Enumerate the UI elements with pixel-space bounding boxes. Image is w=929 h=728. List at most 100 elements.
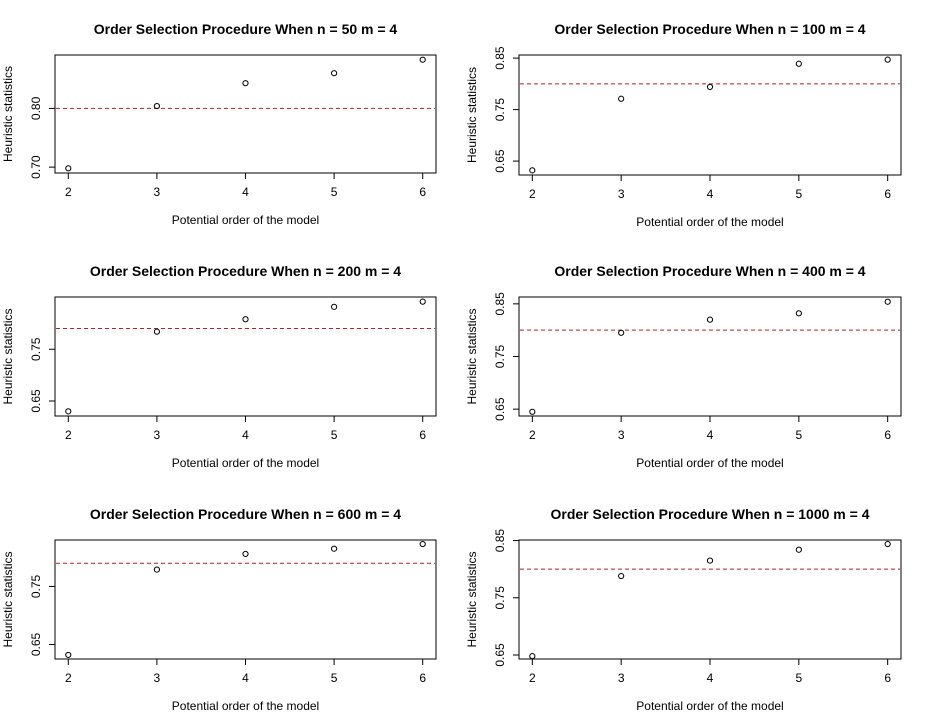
panel-4: Order Selection Procedure When n = 400 m…	[465, 263, 902, 470]
plot-frame	[54, 54, 437, 174]
y-tick-label: 0.75	[493, 98, 507, 122]
panel-title: Order Selection Procedure When n = 200 m…	[90, 263, 401, 279]
x-tick-label: 2	[529, 428, 536, 442]
plot-frame	[518, 296, 902, 417]
y-axis-label: Heuristic statistics	[1, 551, 15, 647]
data-point	[331, 545, 338, 552]
panel-title: Order Selection Procedure When n = 50 m …	[94, 21, 398, 37]
x-tick-label: 5	[331, 185, 338, 199]
x-tick-label: 4	[707, 428, 714, 442]
x-tick-label: 4	[242, 428, 249, 442]
data-point	[65, 165, 72, 172]
y-tick-label: 0.85	[493, 529, 507, 553]
data-point	[795, 546, 802, 553]
x-tick-label: 3	[618, 428, 625, 442]
y-axis-label: Heuristic statistics	[465, 308, 479, 404]
x-tick-label: 3	[154, 185, 161, 199]
x-tick-label: 4	[707, 187, 714, 201]
data-point	[242, 80, 249, 87]
x-tick-label: 6	[884, 671, 891, 685]
data-point	[419, 298, 426, 305]
data-point	[884, 56, 891, 63]
panel-6: Order Selection Procedure When n = 1000 …	[465, 506, 902, 713]
data-point	[419, 56, 426, 63]
data-point	[795, 60, 802, 67]
y-tick-label: 0.80	[29, 96, 43, 120]
x-tick-label: 2	[65, 671, 72, 685]
y-tick-label: 0.75	[29, 337, 43, 361]
y-tick-label: 0.75	[493, 344, 507, 368]
x-tick-label: 6	[419, 185, 426, 199]
data-point	[331, 303, 338, 310]
data-point	[65, 408, 72, 415]
y-tick-label: 0.65	[29, 389, 43, 413]
y-tick-label: 0.65	[29, 632, 43, 656]
data-point	[242, 550, 249, 558]
y-tick-label: 0.65	[493, 397, 507, 421]
data-point	[153, 566, 160, 573]
data-point	[706, 83, 714, 91]
x-tick-label: 2	[529, 671, 536, 685]
plot-frame	[54, 296, 437, 417]
x-tick-label: 4	[242, 185, 249, 199]
y-tick-label: 0.85	[493, 292, 507, 316]
x-tick-label: 5	[795, 187, 802, 201]
x-tick-label: 5	[795, 428, 802, 442]
data-point	[242, 316, 249, 323]
panel-title: Order Selection Procedure When n = 100 m…	[554, 21, 865, 37]
y-axis-label: Heuristic statistics	[1, 308, 15, 404]
x-tick-label: 6	[419, 671, 426, 685]
data-point	[618, 95, 625, 102]
data-point	[618, 572, 625, 580]
data-point	[153, 102, 160, 110]
y-axis-label: Heuristic statistics	[465, 551, 479, 647]
x-axis-label: Potential order of the model	[172, 699, 319, 713]
plot-frame	[518, 54, 902, 176]
plot-frame	[54, 539, 437, 660]
panel-1: Order Selection Procedure When n = 50 m …	[1, 21, 437, 227]
data-point	[529, 167, 536, 174]
x-tick-label: 2	[65, 185, 72, 199]
y-tick-label: 0.75	[493, 586, 507, 610]
data-point	[884, 298, 891, 305]
y-axis-label: Heuristic statistics	[465, 67, 479, 163]
panel-2: Order Selection Procedure When n = 100 m…	[465, 21, 902, 229]
data-point	[795, 310, 802, 317]
data-point	[706, 557, 714, 564]
x-axis-label: Potential order of the model	[636, 699, 783, 713]
x-axis-label: Potential order of the model	[636, 456, 783, 470]
y-tick-label: 0.65	[493, 149, 507, 173]
x-tick-label: 3	[618, 187, 625, 201]
x-axis-label: Potential order of the model	[636, 215, 783, 229]
panel-title: Order Selection Procedure When n = 1000 …	[550, 506, 869, 522]
x-tick-label: 5	[795, 671, 802, 685]
x-tick-label: 3	[154, 428, 161, 442]
x-tick-label: 3	[618, 671, 625, 685]
panel-title: Order Selection Procedure When n = 600 m…	[90, 506, 401, 522]
data-point	[529, 408, 536, 415]
data-point	[618, 329, 625, 336]
panel-title: Order Selection Procedure When n = 400 m…	[554, 263, 865, 279]
x-tick-label: 6	[884, 428, 891, 442]
x-tick-label: 3	[154, 671, 161, 685]
x-tick-label: 2	[65, 428, 72, 442]
data-point	[419, 540, 426, 548]
x-axis-label: Potential order of the model	[172, 213, 319, 227]
panel-5: Order Selection Procedure When n = 600 m…	[1, 506, 437, 713]
x-tick-label: 6	[884, 187, 891, 201]
x-tick-label: 6	[419, 428, 426, 442]
y-tick-label: 0.85	[493, 46, 507, 70]
data-point	[65, 651, 72, 659]
y-axis-label: Heuristic statistics	[1, 66, 15, 162]
y-tick-label: 0.65	[493, 643, 507, 667]
y-tick-label: 0.75	[29, 574, 43, 598]
data-point	[529, 653, 536, 660]
y-tick-label: 0.70	[29, 155, 43, 179]
data-point	[706, 316, 714, 323]
x-tick-label: 4	[242, 671, 249, 685]
panel-3: Order Selection Procedure When n = 200 m…	[1, 263, 437, 470]
x-axis-label: Potential order of the model	[172, 456, 319, 470]
x-tick-label: 5	[331, 428, 338, 442]
data-point	[153, 328, 160, 335]
